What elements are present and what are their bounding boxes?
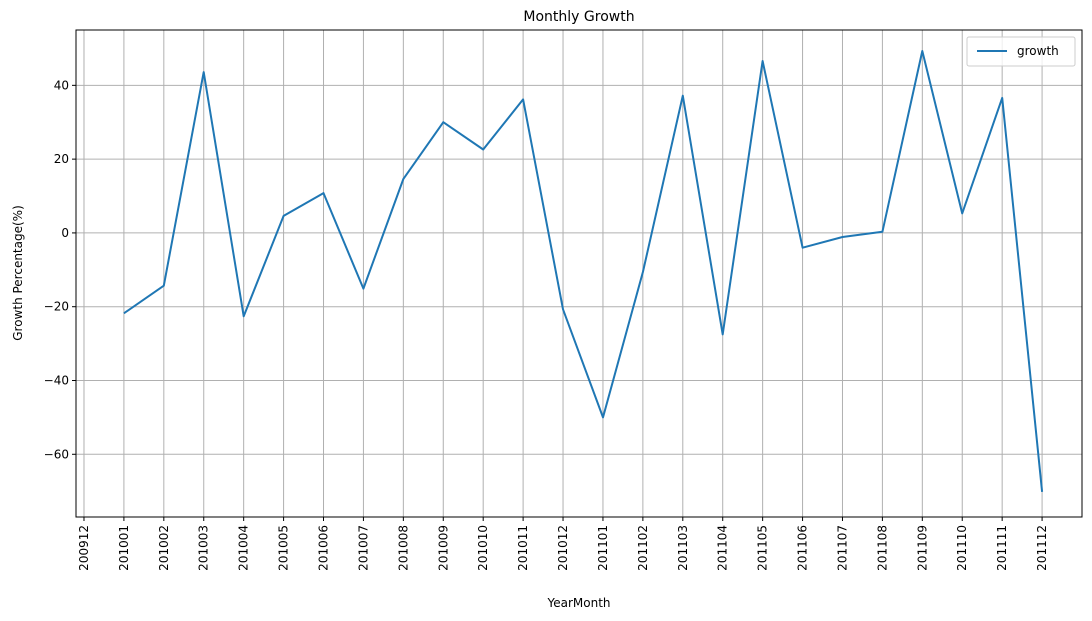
x-tick-label: 201010 <box>476 525 490 571</box>
x-tick-label: 201109 <box>915 525 929 571</box>
y-tick-label: −20 <box>44 300 69 314</box>
x-tick-label: 201011 <box>516 525 530 571</box>
y-axis: −60 −40 −20 0 20 40 <box>44 78 76 461</box>
x-tick-label: 201103 <box>676 525 690 571</box>
x-tick-label: 201012 <box>556 525 570 571</box>
y-axis-title: Growth Percentage(%) <box>11 205 25 341</box>
x-tick-label: 201006 <box>317 525 331 571</box>
x-tick-label: 201101 <box>596 525 610 571</box>
y-tick-label: 40 <box>54 78 69 92</box>
x-tick-label: 201001 <box>117 525 131 571</box>
y-tick-label: −60 <box>44 447 69 461</box>
chart-title: Monthly Growth <box>523 9 634 25</box>
x-tick-label: 201111 <box>995 525 1009 571</box>
x-tick-label: 201107 <box>835 525 849 571</box>
x-tick-label: 201112 <box>1035 525 1049 571</box>
y-tick-label: 0 <box>61 226 69 240</box>
x-tick-label: 201108 <box>875 525 889 571</box>
x-tick-label: 201004 <box>237 525 251 571</box>
x-axis: 200912 201001 201002 201003 201004 201005 2010… <box>77 517 1049 571</box>
y-tick-label: −40 <box>44 373 69 387</box>
x-tick-label: 201105 <box>756 525 770 571</box>
x-tick-label: 201110 <box>955 525 969 571</box>
legend-box <box>966 36 1076 67</box>
x-tick-label: 201005 <box>277 525 291 571</box>
x-axis-title: YearMonth <box>546 596 610 610</box>
series-layer <box>123 50 1044 493</box>
x-tick-label: 201009 <box>436 525 450 571</box>
x-tick-label: 201008 <box>396 525 410 571</box>
series-line-growth <box>123 50 1044 493</box>
plot-area <box>75 29 1083 518</box>
x-tick-label: 201002 <box>157 525 171 571</box>
x-tick-label: 201106 <box>796 525 810 571</box>
x-tick-label: 201102 <box>636 525 650 571</box>
x-tick-label: 201104 <box>716 525 730 571</box>
legend-label: growth <box>1017 44 1059 58</box>
x-tick-label: 200912 <box>77 525 91 571</box>
x-tick-label: 201003 <box>197 525 211 571</box>
x-tick-label: 201007 <box>356 525 370 571</box>
grid <box>76 30 1082 517</box>
y-tick-label: 20 <box>54 152 69 166</box>
legend: growth <box>966 36 1076 67</box>
